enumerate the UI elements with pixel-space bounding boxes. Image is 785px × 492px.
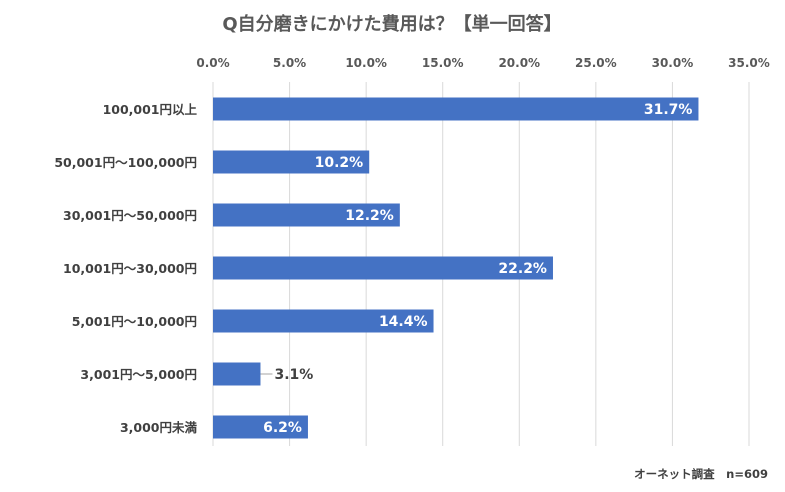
x-tick-label: 15.0%: [422, 56, 464, 70]
x-axis-ticks: 0.0% 5.0% 10.0% 15.0% 20.0% 25.0% 30.0% 35.0%: [196, 56, 769, 70]
bar: [213, 415, 308, 439]
data-label: 14.4%: [379, 314, 428, 330]
x-tick-label: 30.0%: [652, 56, 694, 70]
category-label: 10,001円～30,000円: [63, 261, 197, 276]
x-tick-label: 5.0%: [273, 56, 306, 70]
category-label: 30,001円～50,000円: [63, 208, 197, 223]
category-label: 3,001円～5,000円: [80, 367, 197, 382]
category-label: 3,000円未満: [120, 420, 198, 435]
bar: [213, 256, 553, 280]
data-label: 6.2%: [263, 420, 302, 436]
data-labels: 31.7% 10.2% 12.2% 22.2% 14.4% 3.1% 6.2%: [260, 102, 692, 436]
category-label: 100,001円以上: [103, 102, 198, 117]
category-label: 5,001円～10,000円: [72, 314, 197, 329]
category-labels: 100,001円以上 50,001円～100,000円 30,001円～50,000…: [54, 102, 197, 435]
data-label: 31.7%: [644, 102, 693, 118]
x-tick-label: 10.0%: [345, 56, 387, 70]
bar: [213, 97, 699, 121]
x-tick-label: 20.0%: [498, 56, 540, 70]
bars: [213, 97, 699, 439]
bar: [213, 309, 434, 333]
data-label: 3.1%: [274, 367, 313, 383]
source-note: オーネット調査 n=609: [634, 467, 768, 481]
data-label: 10.2%: [315, 155, 364, 171]
data-label: 12.2%: [345, 208, 394, 224]
x-tick-label: 0.0%: [196, 56, 229, 70]
chart-title: Q自分磨きにかけた費用は？【単一回答】: [222, 13, 561, 35]
bar: [213, 203, 400, 227]
x-tick-label: 25.0%: [575, 56, 617, 70]
bar: [213, 362, 261, 386]
data-label: 22.2%: [498, 261, 547, 277]
x-tick-label: 35.0%: [728, 56, 770, 70]
category-label: 50,001円～100,000円: [54, 155, 197, 170]
bar: [213, 150, 370, 174]
